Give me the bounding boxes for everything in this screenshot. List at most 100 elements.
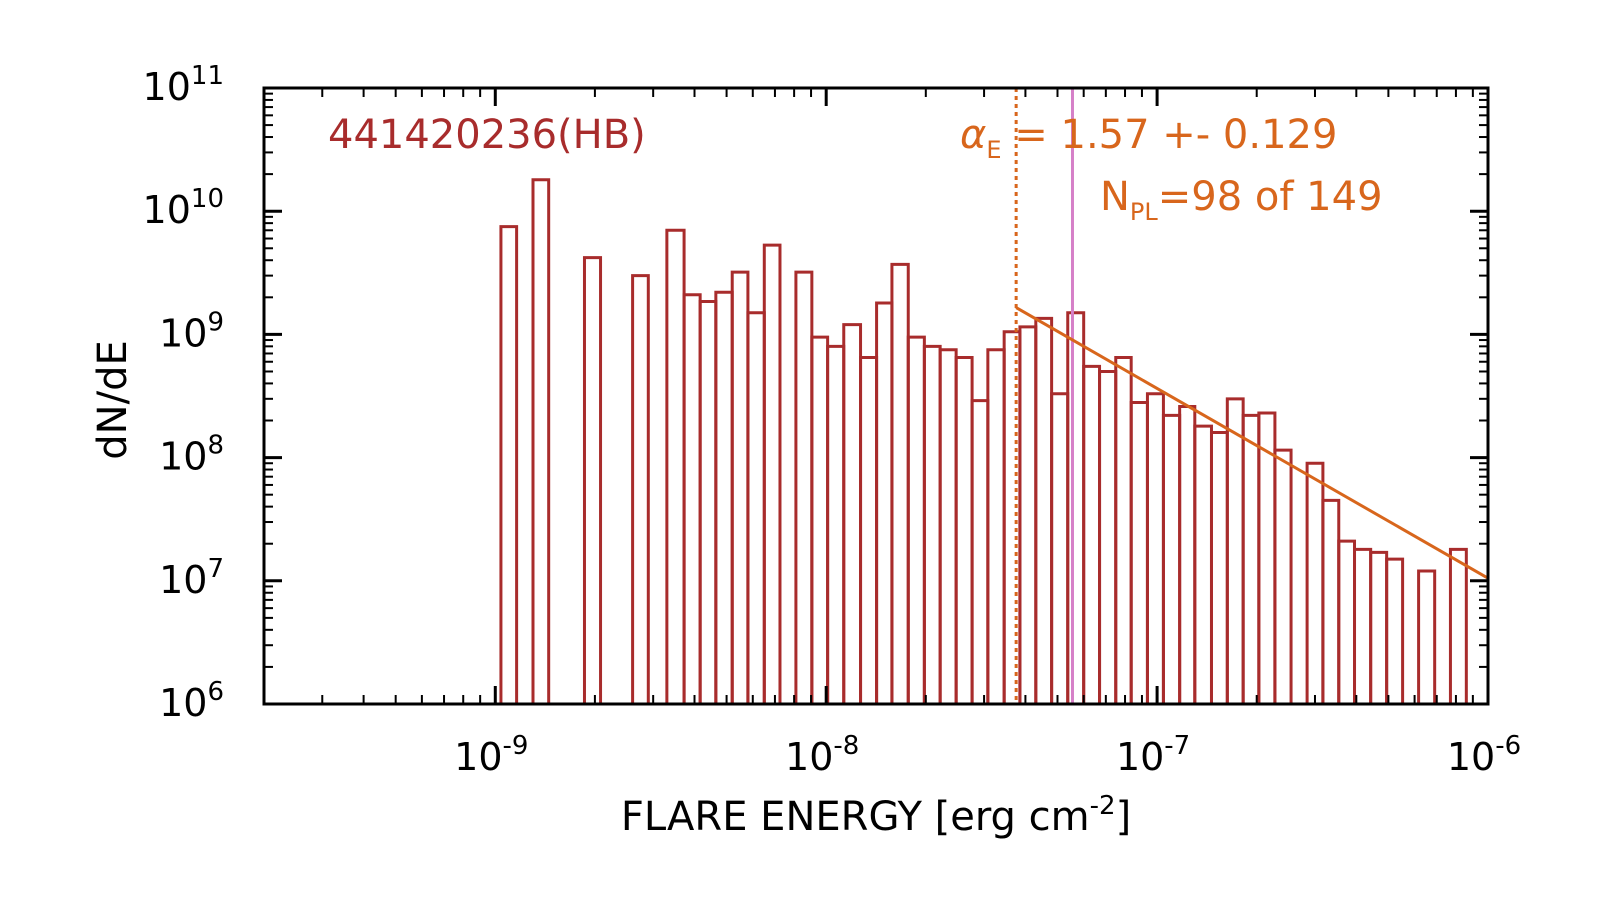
- y-tick-label-exponent: 11: [191, 61, 224, 91]
- histogram-bar: [954, 355, 974, 704]
- histogram-bar: [1225, 397, 1245, 704]
- y-tick-label-base: 10: [159, 435, 207, 479]
- y-tick-label-exponent: 8: [207, 431, 224, 461]
- x-axis-label-exponent: -2: [1090, 791, 1116, 821]
- axis-ticks: [264, 86, 1490, 706]
- histogram-bar: [875, 301, 894, 704]
- histogram-bar: [859, 355, 879, 704]
- x-tick-label: 10-9: [454, 731, 528, 779]
- npl-value: =98 of 149: [1158, 174, 1383, 220]
- y-tick-label-exponent: 7: [207, 554, 224, 584]
- histogram-bar: [1337, 539, 1357, 704]
- y-tick-label: 108: [159, 431, 224, 479]
- x-tick-label-exponent: -9: [503, 731, 529, 761]
- histogram-bar: [665, 228, 686, 704]
- y-tick-label-base: 10: [159, 558, 207, 602]
- chart-title: 441420236(HB): [328, 112, 646, 158]
- histogram-bar: [906, 335, 926, 704]
- histogram-bar: [714, 290, 734, 704]
- y-tick-label: 109: [159, 307, 224, 355]
- y-tick-label-base: 10: [143, 188, 191, 232]
- alpha-symbol: α: [960, 112, 986, 158]
- y-tick-label: 1010: [143, 184, 224, 232]
- histogram-bar: [682, 293, 702, 704]
- y-tick-label-exponent: 9: [207, 307, 224, 337]
- histogram-bar: [842, 323, 863, 704]
- y-tick-label-base: 10: [143, 65, 191, 109]
- power-law-fit-line: [1015, 306, 1489, 580]
- plot-area: [264, 88, 1489, 706]
- y-tick-label: 1011: [143, 61, 224, 109]
- x-tick-label: 10-6: [1447, 731, 1521, 779]
- x-tick-label-base: 10: [785, 735, 833, 779]
- histogram-bar: [1018, 325, 1038, 704]
- y-tick-label-exponent: 10: [191, 184, 224, 214]
- npl-annotation: NPL=98 of 149: [1100, 174, 1383, 226]
- x-tick-label-exponent: -6: [1495, 731, 1521, 761]
- histogram-bar: [762, 243, 782, 704]
- x-tick-label-base: 10: [454, 735, 502, 779]
- histogram-bar: [1193, 424, 1213, 704]
- histogram-bar: [730, 270, 750, 704]
- histogram-bar: [499, 225, 519, 704]
- histogram-bar: [1098, 369, 1118, 704]
- histogram-bar: [1145, 392, 1165, 704]
- x-axis-label: FLARE ENERGY [erg cm-2]: [621, 791, 1131, 840]
- histogram-bar: [1273, 448, 1293, 704]
- y-tick-label-base: 10: [159, 681, 207, 725]
- y-tick-label-base: 10: [159, 311, 207, 355]
- x-tick-label: 10-7: [1116, 731, 1190, 779]
- histogram-bar: [1034, 316, 1054, 704]
- histogram-bar: [1305, 461, 1325, 704]
- histogram-bar: [631, 274, 650, 704]
- histogram-bar: [826, 344, 846, 704]
- histogram-bar: [1321, 498, 1341, 704]
- y-tick-label: 106: [159, 677, 224, 725]
- npl-subscript: PL: [1130, 198, 1158, 226]
- x-tick-label-exponent: -7: [1164, 731, 1190, 761]
- plot-frame: [262, 86, 1490, 706]
- alpha-annotation: αE = 1.57 +- 0.129: [960, 112, 1337, 164]
- x-axis-label-suffix: ]: [1116, 794, 1132, 840]
- x-axis-label-main: FLARE ENERGY [erg cm: [621, 794, 1090, 840]
- histogram-bar: [1369, 550, 1389, 704]
- histogram-bar: [986, 348, 1006, 704]
- histogram-bar: [794, 270, 814, 704]
- histogram-bar: [1066, 311, 1086, 704]
- histogram-bar: [1353, 547, 1373, 704]
- y-axis-label: dN/dE: [90, 340, 136, 459]
- x-tick-label-exponent: -8: [833, 731, 859, 761]
- histogram-bar: [582, 256, 603, 704]
- histogram-bar: [531, 178, 551, 704]
- histogram-bar: [890, 262, 910, 704]
- histogram-bar: [938, 348, 958, 704]
- histogram-bar: [1417, 569, 1437, 704]
- alpha-subscript: E: [986, 136, 1001, 164]
- histogram-bar: [1178, 404, 1197, 704]
- histogram-bar: [1082, 364, 1102, 704]
- histogram-bar: [698, 299, 718, 704]
- histogram-bar: [922, 344, 942, 704]
- x-tick-label-base: 10: [1116, 735, 1164, 779]
- x-tick-label: 10-8: [785, 731, 859, 779]
- histogram-bar: [1209, 430, 1229, 704]
- histogram-bar: [1385, 557, 1405, 704]
- histogram-bar: [1257, 411, 1277, 704]
- alpha-value: = 1.57 +- 0.129: [1002, 112, 1338, 158]
- histogram-bar: [1129, 401, 1149, 704]
- histogram-bar: [970, 399, 990, 704]
- histogram-bar: [1448, 547, 1468, 704]
- histogram-bar: [810, 335, 830, 704]
- y-tick-label-exponent: 6: [207, 677, 224, 707]
- x-tick-label-base: 10: [1447, 735, 1495, 779]
- histogram-bar: [1161, 413, 1182, 704]
- y-tick-label: 107: [159, 554, 224, 602]
- histogram-bar: [1050, 392, 1070, 704]
- npl-symbol: N: [1100, 174, 1130, 220]
- histogram-bar: [746, 311, 766, 704]
- histogram-bar: [1241, 413, 1261, 704]
- histogram-bar: [1114, 355, 1133, 704]
